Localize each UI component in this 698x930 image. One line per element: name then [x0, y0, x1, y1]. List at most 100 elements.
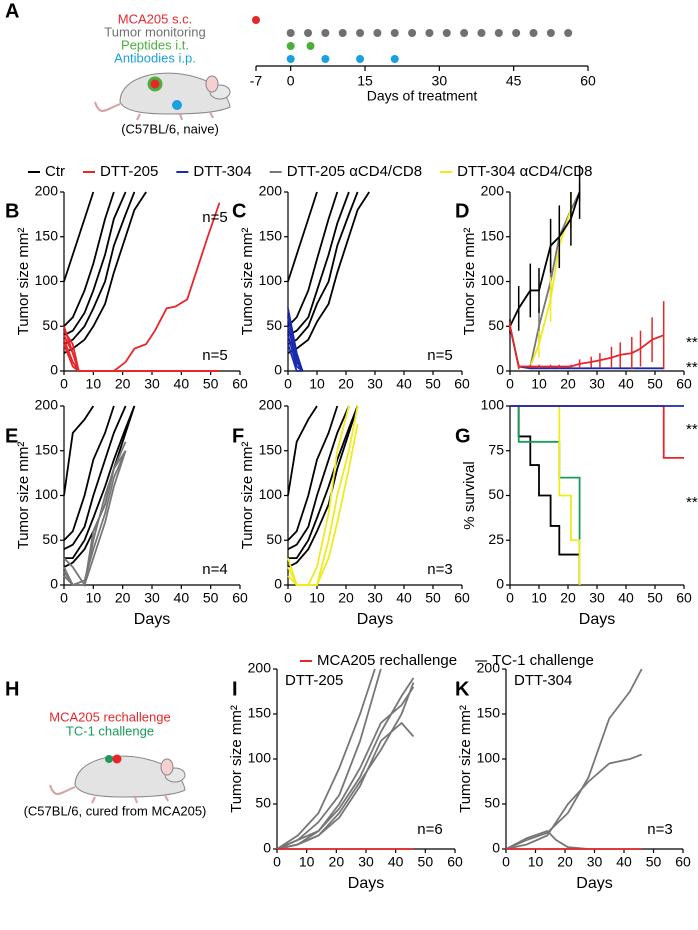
x-tick-label: 30	[144, 590, 160, 606]
legend-label: Ctr	[45, 163, 65, 180]
schedule-dot	[321, 29, 330, 37]
annotation: n=6	[417, 821, 442, 838]
y-tick-label: 50	[488, 486, 504, 502]
y-tick-label: 50	[266, 531, 282, 547]
x-tick-label: 10	[309, 376, 325, 392]
x-tick-label: 0	[60, 590, 68, 606]
y-axis-title: Tumor size mm²	[461, 228, 478, 336]
y-axis-title: Tumor size mm²	[228, 705, 245, 813]
schedule-dot	[252, 16, 260, 24]
schedule-dot	[306, 42, 315, 50]
caption: (C57BL/6, naive)	[121, 121, 219, 136]
y-tick-label: 100	[248, 750, 272, 766]
y-tick-label: 50	[42, 317, 58, 333]
x-tick-label: 10	[86, 590, 102, 606]
y-axis-title: Tumor size mm²	[15, 228, 32, 336]
growth-line	[63, 405, 95, 496]
schematic-caption: (C57BL/6, cured from MCA205)	[24, 803, 207, 818]
y-tick-label: 100	[35, 486, 59, 502]
growth-line	[63, 343, 220, 372]
growth-line	[63, 191, 127, 337]
x-tick-label: 50	[425, 376, 441, 392]
x-tick-label: 60	[454, 590, 470, 606]
x-tick-label: 30	[589, 376, 605, 392]
growth-line	[63, 405, 127, 551]
growth-line	[287, 191, 339, 327]
x-tick-label: 50	[647, 590, 663, 606]
survival-curve	[510, 405, 684, 459]
y-tick-label: 100	[259, 272, 283, 288]
y-tick-label: 150	[477, 705, 501, 721]
growth-line	[287, 405, 350, 551]
schedule-label: MCA205 s.c.	[118, 11, 192, 26]
x-tick-label: 0	[284, 590, 292, 606]
x-tick-label: 0	[287, 73, 295, 89]
x-tick-label: 60	[232, 590, 248, 606]
x-axis-title: Days of treatment	[367, 88, 478, 104]
schedule-dot	[356, 55, 365, 63]
growth-line	[287, 423, 359, 586]
y-tick-label: 0	[263, 840, 271, 856]
y-tick-label: 50	[266, 317, 282, 333]
y-tick-label: 150	[259, 441, 283, 457]
panel-letter: D	[455, 200, 469, 222]
x-tick-label: 30	[144, 376, 160, 392]
schedule-dot	[477, 29, 486, 37]
x-tick-label: 40	[388, 854, 404, 870]
y-tick-label: 200	[259, 397, 283, 413]
x-tick-label: 10	[528, 854, 544, 870]
annotation: **	[686, 421, 698, 438]
y-tick-label: 50	[488, 317, 504, 333]
y-tick-label: 150	[248, 705, 272, 721]
growth-line	[287, 191, 370, 354]
legend-label: DTT-304	[193, 163, 251, 180]
growth-line	[505, 753, 643, 850]
x-tick-label: 20	[560, 590, 576, 606]
annotation: **	[686, 494, 698, 511]
growth-line	[509, 326, 664, 370]
y-tick-label: 200	[248, 660, 272, 676]
y-tick-label: 100	[481, 272, 505, 288]
x-tick-label: 30	[367, 376, 383, 392]
schematic-label: TC-1 challenge	[66, 723, 154, 738]
x-tick-label: 10	[531, 590, 547, 606]
x-tick-label: 0	[273, 854, 281, 870]
legend-label: DTT-205 αCD4/CD8	[287, 163, 422, 180]
x-tick-label: 50	[425, 590, 441, 606]
panel-letter: A	[5, 0, 19, 22]
schedule-label: Tumor monitoring	[104, 24, 205, 39]
y-tick-label: 150	[35, 227, 59, 243]
growth-line	[276, 686, 415, 850]
growth-line	[287, 326, 304, 372]
x-tick-label: 10	[86, 376, 102, 392]
x-tick-label: 50	[647, 376, 663, 392]
x-tick-label: 50	[203, 590, 219, 606]
panel-letter: F	[232, 425, 244, 447]
y-axis-title: Tumor size mm²	[239, 228, 256, 336]
y-tick-label: 25	[488, 531, 504, 547]
schedule-dot	[512, 29, 521, 37]
y-tick-label: 200	[35, 183, 59, 199]
annotation: ***	[686, 359, 698, 376]
x-tick-label: 20	[329, 854, 345, 870]
x-tick-label: 10	[299, 854, 315, 870]
y-axis-title: % survival	[461, 461, 478, 529]
x-tick-label: 50	[203, 376, 219, 392]
x-axis-title: Days	[348, 875, 384, 892]
growth-line	[287, 191, 359, 345]
annotation: ***	[686, 334, 698, 351]
panel-letter: I	[232, 678, 238, 700]
y-tick-label: 200	[259, 183, 283, 199]
chart-title: DTT-205	[285, 672, 343, 689]
x-tick-label: 0	[284, 376, 292, 392]
legend-label: DTT-205	[100, 163, 158, 180]
y-tick-label: 0	[496, 362, 504, 378]
schedule-dot	[286, 42, 295, 50]
schedule-dot	[460, 29, 469, 37]
x-tick-label: 30	[367, 590, 383, 606]
growth-line	[63, 202, 221, 372]
growth-line	[505, 668, 643, 850]
schedule-dot	[408, 29, 417, 37]
x-tick-label: 60	[676, 376, 692, 392]
x-tick-label: 60	[580, 73, 596, 89]
